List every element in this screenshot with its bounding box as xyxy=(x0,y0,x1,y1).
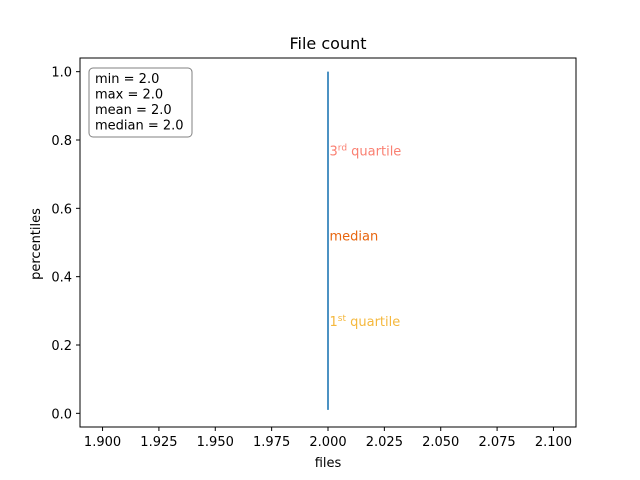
x-tick-label: 1.900 xyxy=(84,435,121,450)
y-tick-label: 0.4 xyxy=(51,271,72,286)
x-tick-label: 2.000 xyxy=(309,435,346,450)
x-tick-label: 1.975 xyxy=(253,435,290,450)
y-tick-label: 0.2 xyxy=(51,339,72,354)
annotation-q3-base: 3 xyxy=(330,144,338,159)
stats-line: max = 2.0 xyxy=(95,88,163,103)
stats-line: min = 2.0 xyxy=(95,72,159,87)
y-tick-label: 0.6 xyxy=(51,202,72,217)
x-tick-label: 2.050 xyxy=(422,435,459,450)
x-tick-label: 1.925 xyxy=(140,435,177,450)
y-axis-label: percentiles xyxy=(29,208,44,280)
annotation-q3: 3rd quartile xyxy=(330,143,402,159)
annotation-q1-superscript: st xyxy=(338,314,347,324)
annotation-q3-superscript: rd xyxy=(338,143,347,153)
annotation-median-base: median xyxy=(330,230,379,245)
x-tick-label: 2.100 xyxy=(535,435,572,450)
x-tick-label: 2.075 xyxy=(478,435,515,450)
annotation-q1-text: quartile xyxy=(346,315,400,330)
stats-line: median = 2.0 xyxy=(95,119,184,134)
x-tick-label: 2.025 xyxy=(366,435,403,450)
y-tick-label: 0.0 xyxy=(51,407,72,422)
annotation-median: median xyxy=(330,230,379,245)
x-tick-label: 1.950 xyxy=(197,435,234,450)
x-axis-label: files xyxy=(315,456,342,471)
stats-line: mean = 2.0 xyxy=(95,103,172,118)
annotation-q1-base: 1 xyxy=(330,315,338,330)
x-axis: 1.900 1.925 1.950 1.975 2.000 2.025 2.050 2.075… xyxy=(84,427,572,450)
annotation-q3-text: quartile xyxy=(347,144,401,159)
annotation-q1: 1st quartile xyxy=(330,314,401,330)
annotation-layer: 3rd quartile median 1st quartile xyxy=(330,143,402,330)
y-axis: 0.0 0.2 0.4 0.6 0.8 1.0 xyxy=(51,66,80,422)
y-tick-label: 0.8 xyxy=(51,134,72,149)
chart-title: File count xyxy=(290,34,367,53)
stats-box-frame xyxy=(88,67,193,138)
y-tick-label: 1.0 xyxy=(51,66,72,81)
